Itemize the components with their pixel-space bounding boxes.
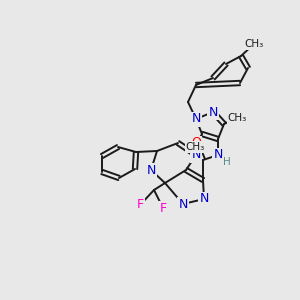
Text: N: N — [208, 106, 218, 118]
Text: H: H — [223, 157, 231, 167]
Text: CH₃: CH₃ — [244, 39, 264, 49]
Text: O: O — [191, 136, 201, 149]
Text: F: F — [159, 202, 167, 214]
Text: N: N — [146, 164, 156, 176]
Text: N: N — [191, 112, 201, 125]
Text: N: N — [178, 197, 188, 211]
Text: N: N — [199, 193, 209, 206]
Text: F: F — [136, 199, 144, 212]
Text: CH₃: CH₃ — [227, 113, 247, 123]
Text: N: N — [213, 148, 223, 161]
Text: CH₃: CH₃ — [185, 142, 205, 152]
Text: N: N — [191, 148, 201, 161]
